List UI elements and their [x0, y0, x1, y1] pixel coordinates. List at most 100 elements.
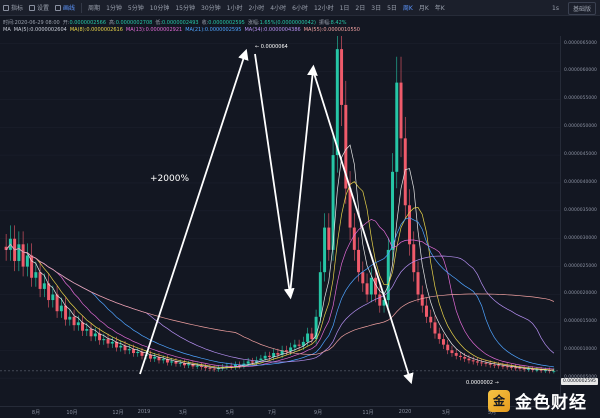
- candle: [34, 272, 38, 278]
- toolbar-item-17[interactable]: 5日: [384, 0, 400, 16]
- candle: [314, 316, 318, 340]
- candle: [412, 244, 416, 273]
- candle: [157, 356, 161, 361]
- toolbar-item-6[interactable]: 10分钟: [147, 0, 173, 16]
- candle: [93, 333, 97, 337]
- candle: [344, 104, 348, 189]
- candle: [267, 355, 271, 357]
- candle: [255, 360, 259, 363]
- toolbar-item-2[interactable]: 画线: [52, 0, 78, 16]
- candle: [361, 272, 365, 284]
- toolbar-item-13[interactable]: 12小时: [311, 0, 337, 16]
- price-tick-label: 0.0000040000: [564, 179, 597, 185]
- toolbar-item-8[interactable]: 30分钟: [198, 0, 224, 16]
- candle: [458, 355, 462, 357]
- toolbar-item-7[interactable]: 15分钟: [172, 0, 198, 16]
- candle: [310, 333, 314, 340]
- toolbar-item-3[interactable]: 周期: [85, 0, 103, 16]
- toolbar-item-14[interactable]: 1日: [337, 0, 353, 16]
- candle: [276, 353, 280, 355]
- candle: [531, 369, 535, 370]
- candle: [21, 244, 25, 267]
- candle: [161, 359, 165, 361]
- candle: [4, 246, 8, 250]
- price-axis[interactable]: 0.0000065000 0.0000060000 0.0000055000 0.00…: [560, 36, 600, 406]
- time-tick-label: 8月: [31, 410, 41, 416]
- toolbar-item-label: 1分钟: [106, 5, 122, 12]
- candle: [463, 356, 467, 359]
- toolbar-item-16[interactable]: 3日: [368, 0, 384, 16]
- ma-line-5: [5, 144, 554, 371]
- candle: [110, 341, 114, 344]
- time-tick-label: 12月: [112, 410, 124, 416]
- high-price-value: 0.0000064: [260, 44, 288, 50]
- ma-label[interactable]: MA: [3, 27, 11, 33]
- candle: [199, 365, 203, 367]
- price-tick-label: 0.0000030000: [564, 235, 597, 241]
- price-tick-label: 0.0000060000: [564, 68, 597, 74]
- candle: [403, 138, 407, 206]
- candle: [335, 49, 339, 156]
- ma21-value: MA(21):0.0000002595: [185, 27, 242, 33]
- toolbar-item-label: 10分钟: [149, 5, 170, 12]
- candle: [539, 369, 543, 371]
- ma-line-8: [5, 181, 554, 371]
- candle: [369, 277, 373, 295]
- toolbar-item-10[interactable]: 2小时: [245, 0, 267, 16]
- toolbar-item-5[interactable]: 5分钟: [125, 0, 147, 16]
- candle: [149, 354, 152, 359]
- toolbar-item-4[interactable]: 1分钟: [103, 0, 125, 16]
- settings-icon: [29, 4, 36, 11]
- toolbar-item-label: 5分钟: [127, 5, 144, 12]
- interval-readout[interactable]: 1s: [552, 4, 559, 12]
- chart-toolbar: 指标 设置 画线 周期 1分钟 5分钟 10分钟 15分钟 30分钟 1小时 2小时 4小时 6小时 12…: [0, 0, 600, 16]
- time-tick-label: 7月: [267, 410, 277, 416]
- candle: [467, 358, 471, 361]
- candle: [535, 369, 539, 371]
- candle: [55, 294, 59, 312]
- candle: [174, 361, 178, 364]
- trend-arrow: [139, 48, 249, 375]
- candle: [323, 227, 327, 273]
- toolbar-item-12[interactable]: 6小时: [289, 0, 311, 16]
- ma-line-21: [5, 217, 554, 368]
- ma-line-55: [5, 243, 555, 355]
- candle: [72, 316, 76, 326]
- candle: [454, 353, 458, 356]
- time-tick-label: 3月: [178, 410, 188, 416]
- candlestick-chart[interactable]: [0, 36, 560, 406]
- candle: [102, 339, 106, 341]
- watermark: 金 金色财经: [488, 388, 587, 413]
- toolbar-item-0[interactable]: 指标: [0, 0, 26, 16]
- toolbar-item-label: 周期: [88, 5, 101, 12]
- candle: [153, 356, 157, 359]
- toolbar-item-1[interactable]: 设置: [26, 0, 52, 16]
- candle: [127, 349, 131, 351]
- ma5-value: MA(5):0.0000002604: [13, 27, 67, 33]
- toolbar-item-20[interactable]: 年K: [432, 0, 448, 16]
- candle: [348, 188, 352, 228]
- candle: [242, 363, 246, 366]
- candle: [429, 316, 433, 323]
- toolbar-item-11[interactable]: 4小时: [267, 0, 289, 16]
- theme-dropdown[interactable]: 基础版: [567, 1, 596, 15]
- price-tick-label: 0.0000020000: [564, 291, 597, 297]
- candle: [471, 360, 475, 362]
- candle: [420, 294, 424, 306]
- ma-line-13: [5, 219, 554, 370]
- toolbar-item-9[interactable]: 1小时: [224, 0, 246, 16]
- candle: [191, 364, 195, 367]
- candle: [501, 365, 505, 367]
- amplitude-value: 8.42%: [330, 20, 347, 26]
- candle: [391, 171, 395, 250]
- candle: [437, 333, 441, 340]
- toolbar-item-label: 2日: [355, 5, 366, 12]
- high-price-marker: ← 0.0000064: [255, 44, 288, 50]
- time-axis[interactable]: 8月 10月 12月 2019 3月 5月 7月 9月 11月 2020 3月 5月: [0, 406, 560, 418]
- price-tick-label: 0.0000025000: [564, 263, 597, 269]
- toolbar-item-18[interactable]: 周K: [400, 0, 416, 16]
- toolbar-item-15[interactable]: 2日: [352, 0, 368, 16]
- toolbar-item-19[interactable]: 月K: [416, 0, 432, 16]
- high-value: 0.0000002708: [115, 20, 153, 26]
- candle: [212, 368, 216, 370]
